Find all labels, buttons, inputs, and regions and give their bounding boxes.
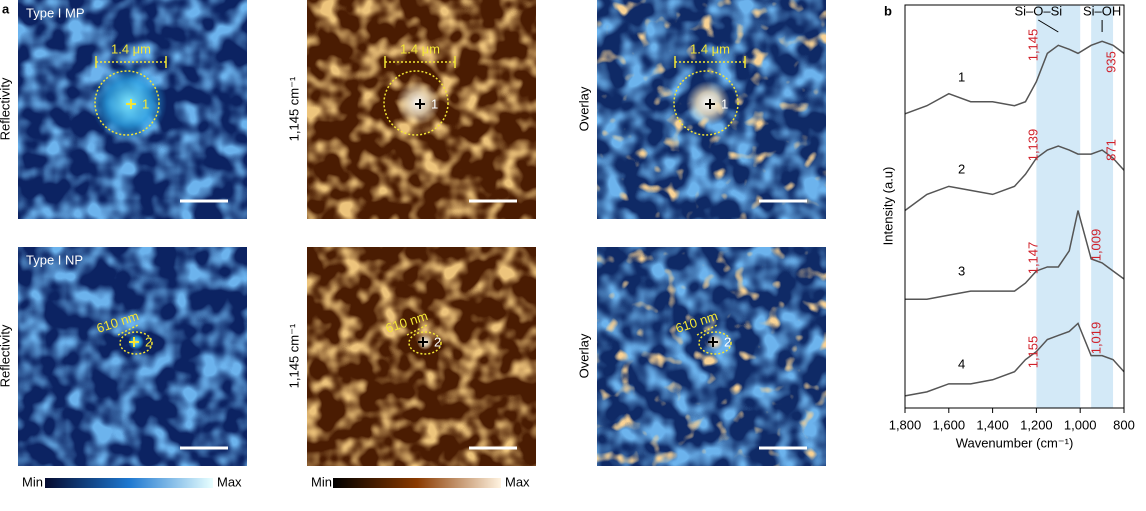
colorbar (45, 478, 213, 488)
micrograph: 610 nm2 (597, 247, 826, 466)
column-label: Reflectivity (0, 77, 12, 140)
column-label: Reflectivity (0, 324, 12, 387)
spectrum (904, 322, 1125, 397)
scale-label: 1.4 μm (400, 41, 440, 56)
x-tick-label: 800 (1113, 417, 1135, 432)
point-marker (415, 99, 425, 109)
x-tick-label: 1,200 (1020, 417, 1053, 432)
point-marker (126, 99, 136, 109)
spectrum (904, 145, 1125, 212)
peak-label: 871 (1103, 139, 1118, 161)
micrograph: 1.4 μm 1 Type I MP (18, 0, 247, 219)
point-label: 1 (142, 96, 149, 111)
panel-label: a (2, 1, 10, 16)
x-tick-label: 1,600 (933, 417, 966, 432)
column-label: 1,145 cm⁻¹ (286, 76, 301, 141)
band-label: Si–OH (1083, 3, 1121, 18)
point-marker (705, 99, 715, 109)
point-marker (708, 337, 718, 347)
y-axis-label: Intensity (a.u) (880, 167, 895, 246)
point-label: 2 (434, 334, 441, 349)
point-label: 1 (431, 96, 438, 111)
micrograph: 610 nm2 (307, 247, 536, 466)
band-leader (1038, 19, 1059, 33)
peak-label: 1,019 (1088, 322, 1103, 355)
x-tick-label: 1,800 (889, 417, 922, 432)
point-label: 1 (721, 96, 728, 111)
colorbar-max: Max (505, 474, 530, 489)
peak-label: 1,155 (1025, 336, 1040, 369)
column-label: Overlay (576, 333, 591, 378)
roi-circle (383, 70, 449, 136)
row-title: Type I NP (26, 252, 83, 267)
micrograph: 1.4 μm 1 (597, 0, 826, 219)
plot-frame (904, 4, 1125, 409)
peak-label: 1,009 (1088, 229, 1103, 262)
image-texture (307, 247, 536, 466)
band-label: Si–O–Si (1014, 3, 1062, 18)
micrograph: 1.4 μm 1 (307, 0, 536, 219)
colorbar (333, 478, 501, 488)
column-label: 1,145 cm⁻¹ (286, 323, 301, 388)
peak-label: 935 (1103, 51, 1118, 73)
roi-ellipse (698, 331, 732, 355)
panel-label: b (884, 3, 892, 18)
band (1091, 5, 1114, 408)
roi-ellipse (119, 331, 153, 355)
series-label: 3 (958, 263, 965, 278)
colorbar-min: Min (22, 474, 43, 489)
point-marker (418, 337, 428, 347)
x-tick-label: 1,400 (976, 417, 1009, 432)
series-label: 1 (958, 69, 965, 84)
roi-circle (94, 70, 160, 136)
peak-label: 1,139 (1025, 129, 1040, 162)
peak-label: 1,147 (1025, 242, 1040, 275)
row-title: Type I MP (26, 5, 85, 20)
column-label: Overlay (576, 86, 591, 131)
spectrum (904, 40, 1125, 115)
series-label: 2 (958, 161, 965, 176)
spectrum (905, 210, 1125, 300)
x-axis-label: Wavenumber (cm⁻¹) (956, 435, 1074, 450)
roi-ellipse (408, 331, 442, 355)
point-label: 2 (145, 334, 152, 349)
series-label: 4 (958, 356, 965, 371)
roi-circle (673, 70, 739, 136)
peak-label: 1,145 (1025, 29, 1040, 62)
point-marker (129, 337, 139, 347)
image-texture (18, 247, 247, 466)
scale-label: 1.4 μm (111, 41, 151, 56)
scale-label: 1.4 μm (690, 41, 730, 56)
x-tick-label: 1,000 (1064, 417, 1097, 432)
colorbar-min: Min (311, 474, 332, 489)
band (1036, 5, 1081, 408)
colorbar-max: Max (217, 474, 242, 489)
image-overlay-texture (597, 247, 826, 466)
point-label: 2 (724, 334, 731, 349)
